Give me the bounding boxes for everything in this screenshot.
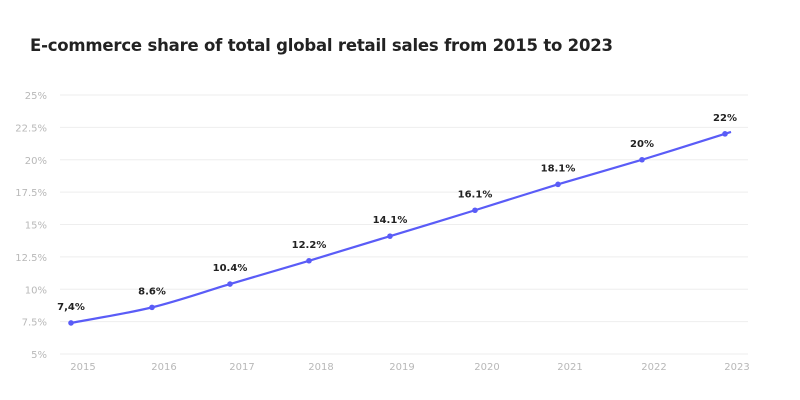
data-point — [722, 131, 728, 137]
x-tick-label: 2023 — [724, 362, 749, 373]
y-tick-label: 5% — [31, 350, 47, 361]
x-tick-label: 2016 — [151, 362, 176, 373]
y-tick-label: 22.5% — [15, 123, 47, 134]
y-tick-label: 10% — [25, 285, 47, 296]
x-tick-label: 2015 — [70, 362, 95, 373]
x-tick-label: 2019 — [389, 362, 414, 373]
data-label: 12.2% — [292, 240, 327, 251]
x-tick-label: 2022 — [641, 362, 666, 373]
data-point — [639, 156, 645, 163]
x-tick-label: 2020 — [474, 362, 499, 373]
x-axis-ticks: 2015 2016 2017 2018 2019 2020 2021 2022 2023 — [70, 362, 749, 373]
data-label: 22% — [713, 113, 737, 124]
data-point — [149, 304, 155, 311]
data-label: 8.6% — [138, 286, 166, 297]
x-tick-label: 2021 — [557, 362, 582, 373]
data-label: 18.1% — [541, 163, 576, 174]
y-tick-label: 15% — [25, 221, 47, 232]
chart-title: E-commerce share of total global retail … — [30, 36, 613, 55]
y-tick-label: 25% — [25, 91, 47, 102]
data-point — [555, 181, 561, 188]
y-tick-label: 20% — [25, 156, 47, 167]
data-label: 10.4% — [213, 263, 248, 274]
x-tick-label: 2017 — [229, 362, 254, 373]
y-axis-ticks: 5% 7.5% 10% 12.5% 15% 17.5% 20% 22.5% 25% — [15, 91, 47, 361]
data-point — [227, 281, 233, 287]
data-label: 14.1% — [373, 215, 408, 226]
y-tick-label: 17.5% — [15, 188, 47, 199]
x-tick-label: 2018 — [308, 362, 333, 373]
data-point — [68, 320, 74, 326]
data-point — [387, 233, 393, 239]
data-label: 16.1% — [458, 189, 493, 200]
data-point — [306, 257, 312, 264]
series-line — [70, 130, 732, 325]
y-tick-label: 7.5% — [22, 318, 47, 329]
y-tick-label: 12.5% — [15, 253, 47, 264]
data-points — [68, 131, 728, 326]
data-label: 7,4% — [57, 302, 85, 313]
data-label: 20% — [630, 139, 654, 150]
gridlines — [60, 94, 748, 355]
data-point — [472, 207, 478, 214]
data-labels: 7,4% 8.6% 10.4% 12.2% 14.1% 16.1% 18.1% 20% 22% — [57, 113, 737, 313]
